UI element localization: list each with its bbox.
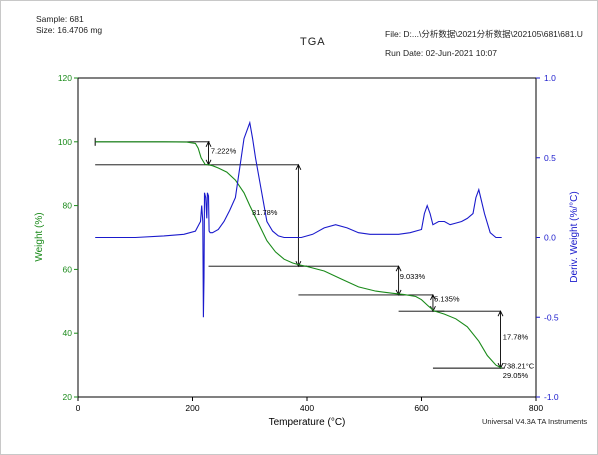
plot-area bbox=[77, 77, 537, 398]
y-left-tick-label: 20 bbox=[63, 392, 73, 402]
axes: 0 200 400 600 800 20 40 60 80 100 120 -1.0 -0.5 0.0 0.… bbox=[58, 73, 559, 413]
x-axis-label: Temperature (°C) bbox=[269, 417, 346, 428]
x-tick-label: 400 bbox=[300, 403, 314, 413]
annotation-label: 9.033% bbox=[400, 272, 426, 281]
step-arrow-up bbox=[430, 293, 436, 301]
x-tick-label: 200 bbox=[185, 403, 199, 413]
step-markers bbox=[94, 137, 505, 370]
weight-curve bbox=[95, 141, 502, 369]
annotation-label: 738.21°C bbox=[503, 361, 535, 370]
annotation-label: 7.222% bbox=[211, 146, 237, 155]
y-right-tick-label: 0.0 bbox=[544, 233, 556, 243]
y-right-tick-label: -1.0 bbox=[544, 392, 559, 402]
y-right-tick-label: 1.0 bbox=[544, 73, 556, 83]
x-tick-label: 800 bbox=[529, 403, 543, 413]
y-axis-left-label: Weight (%) bbox=[34, 212, 45, 261]
step-arrow-up bbox=[497, 310, 504, 317]
annotation-label: 17.78% bbox=[503, 333, 529, 342]
step-arrow-up bbox=[295, 163, 302, 170]
derivative-curve bbox=[95, 120, 502, 318]
sample-label: Sample: 681 bbox=[36, 14, 84, 24]
step-arrow-up bbox=[395, 265, 402, 272]
size-label: Size: 16.4706 mg bbox=[36, 25, 103, 35]
y-left-tick-label: 100 bbox=[58, 137, 72, 147]
annotation-label: 31.78% bbox=[252, 208, 278, 217]
y-left-tick-label: 40 bbox=[63, 328, 73, 338]
annotation-label: 29.05% bbox=[503, 371, 529, 380]
series-lines bbox=[95, 120, 502, 369]
file-path: File: D:...\分析数据\2021分析数据\202105\681\681… bbox=[385, 29, 583, 39]
chart-title: TGA bbox=[300, 36, 326, 48]
y-left-tick-label: 120 bbox=[58, 73, 72, 83]
x-tick-label: 600 bbox=[414, 403, 428, 413]
run-date: Run Date: 02-Jun-2021 10:07 bbox=[385, 48, 497, 58]
y-axis-right-label: Deriv. Weight (%/°C) bbox=[569, 191, 580, 282]
y-right-tick-label: -0.5 bbox=[544, 312, 559, 322]
annotation-label: 5.135% bbox=[434, 294, 460, 303]
y-left-tick-label: 60 bbox=[63, 264, 73, 274]
step-arrow-down bbox=[497, 362, 504, 370]
y-left-tick-label: 80 bbox=[63, 201, 73, 211]
instrument-footer: Universal V4.3A TA Instruments bbox=[482, 417, 588, 426]
y-right-tick-label: 0.5 bbox=[544, 153, 556, 163]
annotations: 7.222% 31.78% 9.033% 5.135% 17.78% 738.21°C29… bbox=[211, 146, 535, 380]
x-tick-label: 0 bbox=[76, 403, 81, 413]
step-arrow-up bbox=[205, 140, 212, 148]
